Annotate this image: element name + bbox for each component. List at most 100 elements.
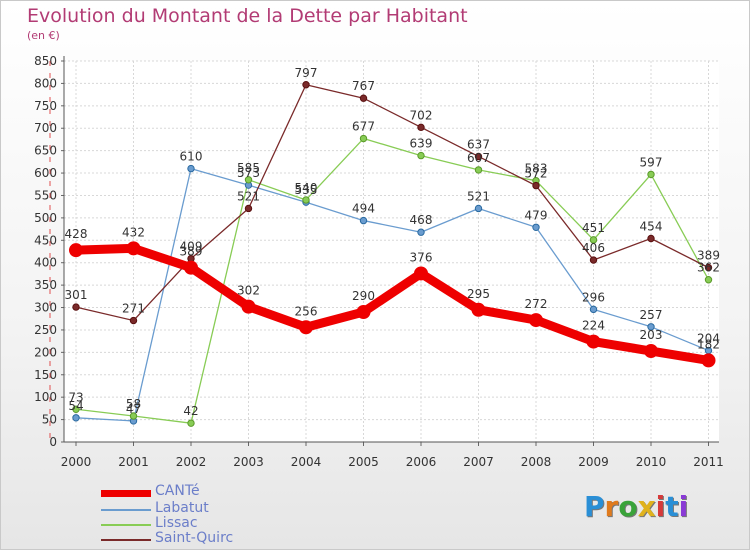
data-point — [417, 151, 425, 160]
data-label: 58 — [126, 397, 141, 411]
y-tick-label: 850 — [34, 54, 57, 68]
data-label: 607 — [467, 151, 490, 165]
legend-label-saint-quirc: Saint-Quirc — [155, 530, 234, 546]
data-point — [126, 241, 141, 256]
data-point — [72, 303, 80, 311]
data-label: 376 — [410, 250, 433, 264]
data-point — [302, 81, 310, 89]
data-point — [359, 94, 368, 102]
logo-letter: i — [655, 490, 666, 523]
data-label: 54 — [68, 399, 83, 413]
proxiti-logo: Proxiti — [584, 490, 688, 523]
data-point — [244, 176, 253, 184]
y-tick-label: 100 — [34, 390, 57, 404]
data-point — [417, 123, 425, 132]
data-point — [647, 323, 655, 331]
legend-swatch-labatut — [101, 509, 151, 511]
data-label: 290 — [352, 289, 375, 303]
data-point — [72, 414, 80, 422]
data-point — [474, 204, 483, 213]
data-label: 494 — [352, 202, 375, 216]
data-label: 639 — [410, 137, 433, 151]
logo-letter: x — [637, 490, 656, 523]
data-point — [644, 344, 658, 359]
data-point — [532, 181, 540, 190]
data-point — [244, 204, 253, 213]
data-point — [356, 305, 371, 320]
x-tick-label: 2004 — [291, 455, 322, 469]
logo-letter: P — [584, 490, 605, 523]
y-tick-label: 750 — [34, 99, 57, 113]
data-label: 47 — [126, 402, 141, 416]
data-point — [69, 243, 83, 258]
legend-label-labatut: Labatut — [155, 500, 209, 516]
data-label: 389 — [697, 249, 720, 263]
data-label: 224 — [582, 319, 605, 333]
data-point — [474, 152, 483, 161]
data-point — [187, 419, 195, 427]
data-label: 535 — [295, 183, 318, 197]
data-label: 454 — [640, 220, 663, 234]
data-label: 182 — [697, 337, 720, 351]
series-line-2 — [75, 137, 710, 424]
y-tick-label: 800 — [34, 76, 57, 90]
data-label: 409 — [180, 240, 203, 254]
y-tick-label: 600 — [34, 166, 57, 180]
data-label: 573 — [237, 166, 260, 180]
data-point — [302, 196, 310, 204]
data-label: 302 — [237, 284, 260, 298]
data-point — [359, 216, 368, 225]
data-label: 428 — [65, 227, 88, 241]
data-label: 540 — [295, 181, 318, 195]
y-tick-label: 250 — [34, 323, 57, 337]
data-label: 432 — [122, 225, 145, 239]
data-point — [187, 164, 195, 173]
data-label: 767 — [352, 79, 375, 93]
chart-unit: (en €) — [27, 29, 60, 42]
x-tick-label: 2011 — [693, 455, 724, 469]
data-point — [417, 228, 425, 236]
data-label: 301 — [65, 288, 88, 302]
series-line-0 — [71, 243, 713, 365]
legend-label-lissac: Lissac — [155, 515, 198, 531]
data-point — [184, 260, 198, 275]
data-label: 479 — [525, 208, 548, 222]
logo-letter: r — [604, 490, 619, 523]
data-label: 610 — [180, 150, 203, 164]
data-point — [241, 299, 256, 314]
data-label: 797 — [295, 66, 318, 80]
y-tick-label: 500 — [34, 211, 57, 225]
data-point — [586, 334, 601, 349]
data-label: 585 — [237, 161, 260, 175]
data-label: 272 — [525, 297, 548, 311]
x-tick-label: 2007 — [463, 455, 494, 469]
logo-letter: t — [665, 490, 679, 523]
y-tick-label: 200 — [34, 345, 57, 359]
data-label: 73 — [68, 390, 83, 404]
y-tick-label: 0 — [49, 435, 57, 449]
data-point — [72, 405, 80, 413]
legend-swatch-lissac — [101, 524, 151, 526]
data-point — [647, 170, 655, 179]
data-point — [589, 256, 598, 264]
data-label: 468 — [410, 213, 433, 227]
logo-letter: o — [618, 490, 638, 523]
data-label: 702 — [410, 108, 433, 122]
data-label: 521 — [467, 189, 490, 203]
data-point — [129, 316, 138, 325]
x-tick-label: 2005 — [348, 455, 379, 469]
x-tick-label: 2010 — [636, 455, 667, 469]
data-point — [471, 302, 486, 317]
data-label: 271 — [122, 302, 145, 316]
legend-label-cante: CANTé — [155, 483, 200, 499]
legend-swatch-cante — [101, 490, 151, 497]
x-tick-label: 2009 — [578, 455, 609, 469]
data-point — [299, 320, 313, 335]
y-tick-label: 550 — [34, 188, 57, 202]
data-label: 583 — [525, 162, 548, 176]
y-tick-label: 150 — [34, 368, 57, 382]
data-point — [647, 234, 655, 243]
series-line-1 — [75, 167, 710, 422]
data-label: 572 — [525, 167, 548, 181]
